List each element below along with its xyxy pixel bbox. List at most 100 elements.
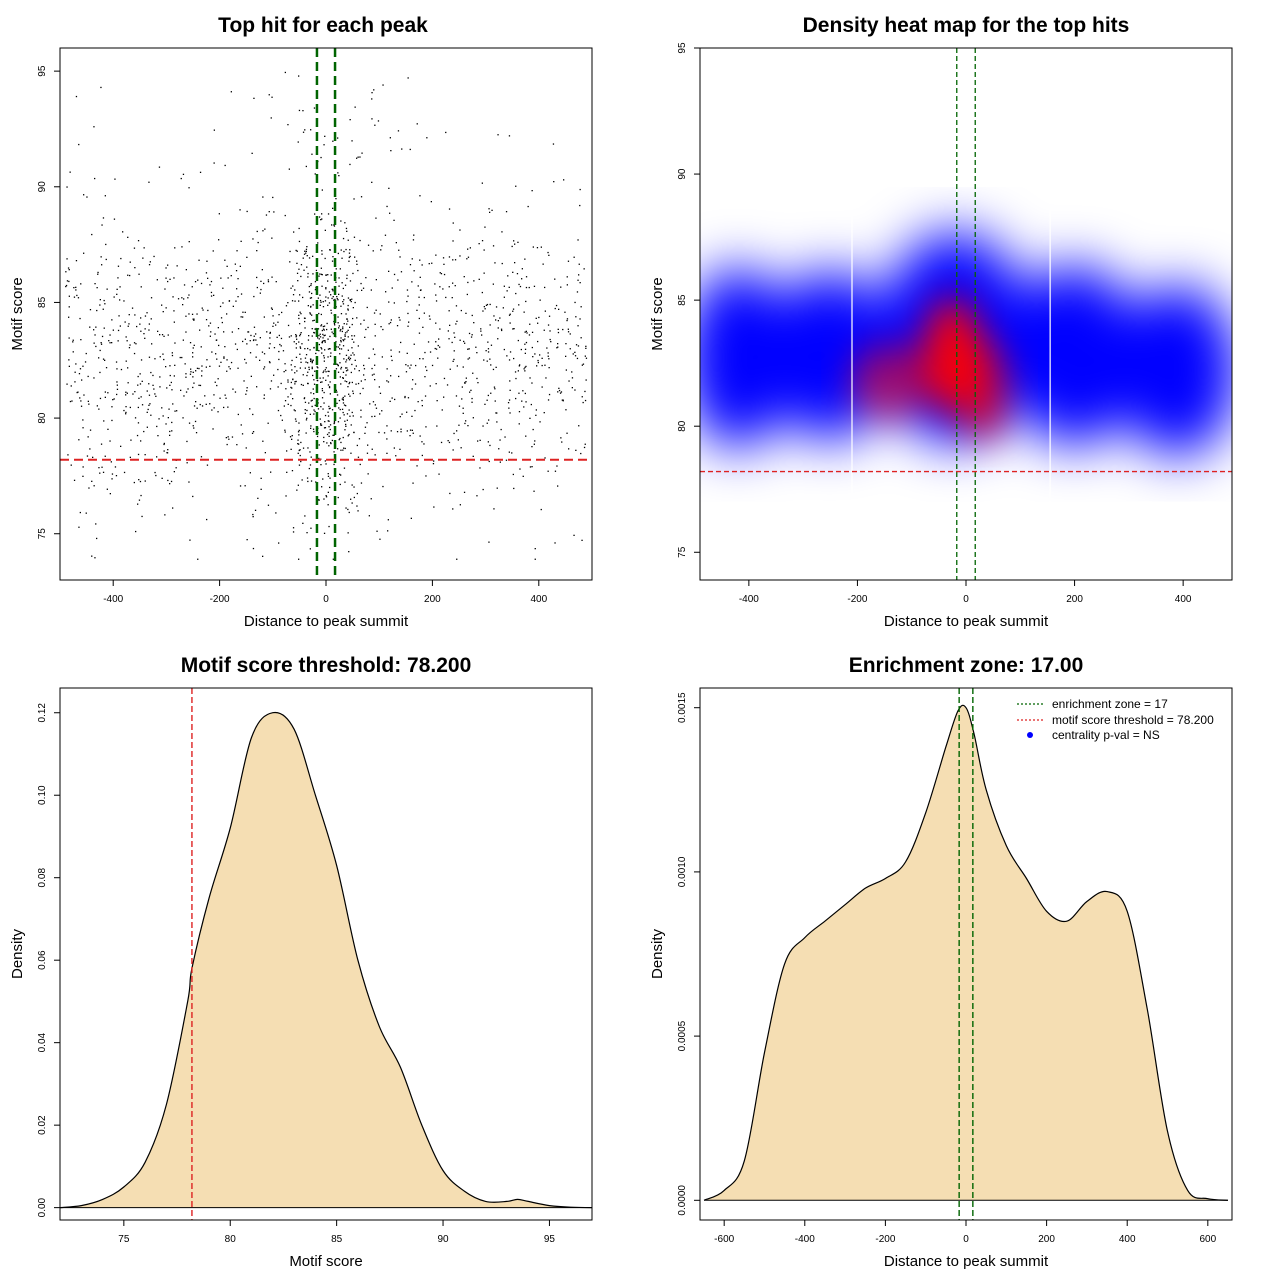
heatmap-plot-area [700,48,1232,580]
scatter-point [433,506,435,508]
scatter-point [487,441,489,443]
scatter-point [357,510,359,512]
scatter-point [165,366,167,368]
scatter-point [395,242,397,244]
scatter-point [367,473,369,475]
scatter-point [332,333,334,335]
scatter-point [199,403,201,406]
scatter-point [192,495,194,498]
scatter-point [102,217,105,219]
scatter-point [567,328,569,330]
scatter-point [256,286,258,289]
scatter-point [350,452,352,454]
scatter-point [188,481,190,483]
scatter-point [255,333,257,335]
scatter-point [469,247,471,249]
scatter-point [263,282,265,285]
scatter-point [453,350,455,352]
scatter-point [519,468,521,470]
scatter-point [226,370,228,372]
scatter-point [443,273,446,276]
scatter-point [579,318,581,320]
scatter-point [406,300,408,303]
scatter-point [579,188,581,191]
scatter-point [327,375,329,377]
scatter-point [198,367,200,370]
scatter-point [307,276,309,278]
scatter-point [322,306,325,308]
scatter-point [500,328,503,330]
scatter-point [331,409,334,411]
scatter-point [267,279,269,281]
scatter-point [421,454,423,457]
scatter-point [370,498,372,500]
scatter-point [483,249,485,251]
scatter-point [308,291,311,293]
scatter-point [312,388,314,390]
scatter-point [288,336,291,338]
scatter-point [560,391,563,393]
scatter-point [252,516,254,518]
scatter-point [294,289,296,291]
scatter-point [440,441,443,444]
scatter-point [349,163,351,166]
scatter-point [89,448,91,450]
scatter-point [249,472,251,474]
scatter-point [356,157,358,159]
scatter-point [93,485,95,487]
scatter-point [372,348,374,350]
scatter-point [327,384,330,386]
scatter-point [495,412,497,414]
scatter-point [275,281,277,283]
scatter-point [391,397,393,399]
scatter-point [354,106,356,108]
scatter-point [280,382,282,385]
scatter-point [73,287,75,289]
scatter-point [581,364,583,366]
scatter-point [251,152,253,154]
scatter-point [120,445,122,447]
scatter-point [493,315,495,317]
scatter-point [409,435,411,437]
scatter-point [398,351,401,353]
scatter-point [398,375,400,378]
scatter-point [453,358,455,361]
scatter-point [384,234,387,236]
scatter-point [360,380,362,382]
scatter-point [181,297,183,299]
scatter-point [503,296,505,298]
scatter-point [407,312,409,315]
scatter-point [530,403,532,406]
scatter-point [116,293,118,295]
score-density-ytick-label: 0.06 [37,950,48,970]
scatter-point [470,389,472,391]
heatmap-title: Density heat map for the top hits [803,14,1130,37]
scatter-point [512,271,514,273]
scatter-point [100,343,103,345]
scatter-point [365,277,367,279]
scatter-point [294,300,296,302]
scatter-point [324,135,326,137]
scatter-point [466,293,468,296]
heatmap-density-core [852,342,928,419]
scatter-point [260,280,262,282]
scatter-point [486,360,488,362]
scatter-point [78,373,81,375]
scatter-point [462,407,464,409]
scatter-point [525,365,527,368]
scatter-point [351,335,353,337]
scatter-point [320,219,322,221]
scatter-point [515,397,517,400]
scatter-point [349,299,351,301]
scatter-point [327,280,329,282]
scatter-point [522,475,524,477]
scatter-point [584,390,586,393]
scatter-point [141,404,144,406]
scatter-point [509,313,511,315]
scatter-point [407,295,409,297]
scatter-point [217,378,219,380]
scatter-point [537,361,539,364]
scatter-point [578,263,580,265]
scatter-point [345,359,348,361]
scatter-point [310,480,313,482]
